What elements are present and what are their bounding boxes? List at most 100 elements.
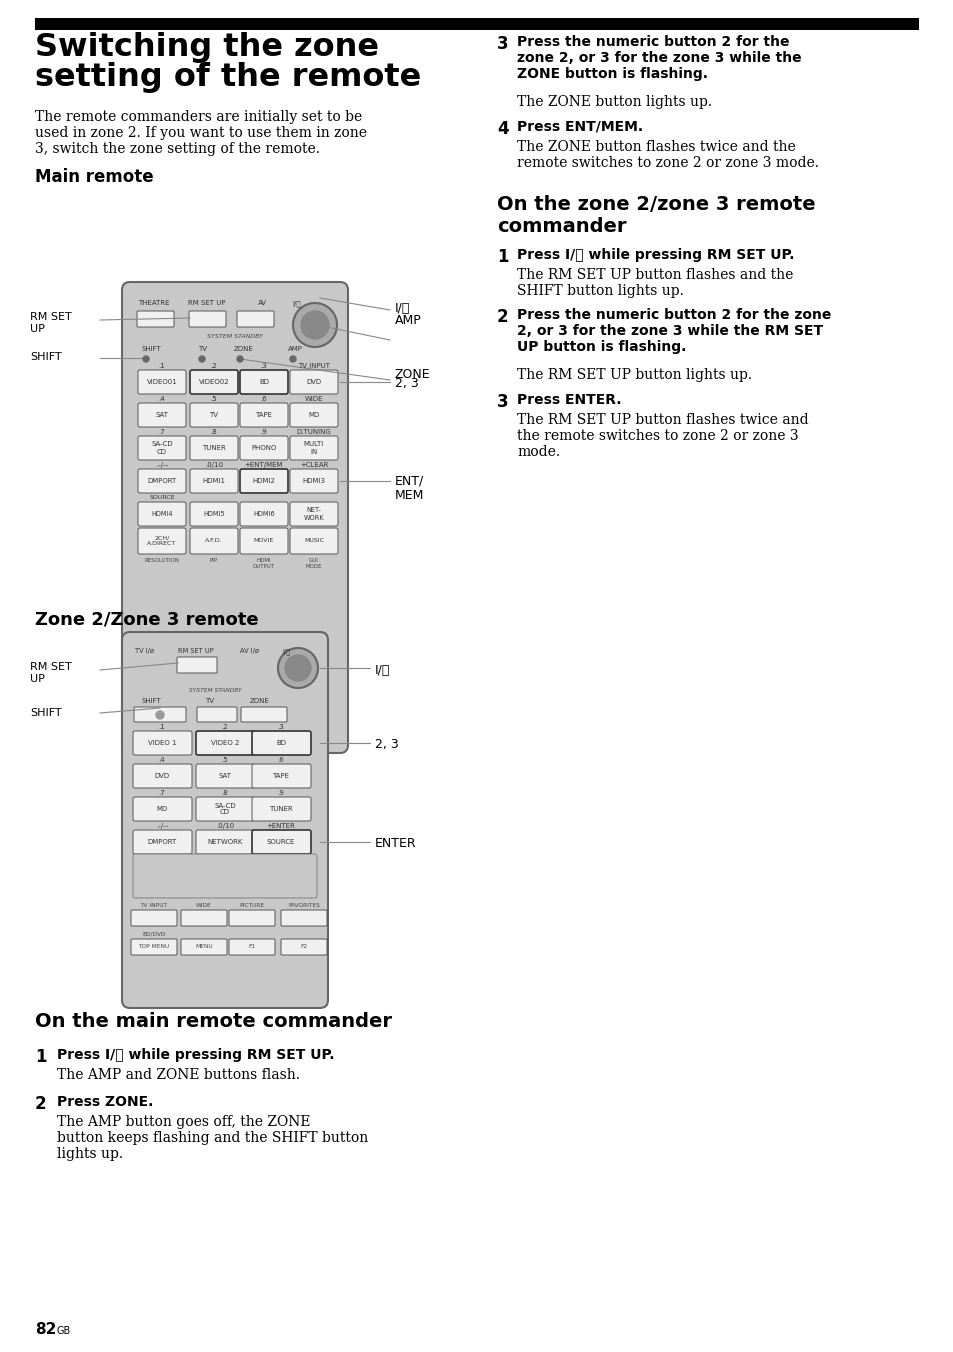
Text: HDMI3: HDMI3: [302, 479, 325, 484]
Circle shape: [143, 356, 149, 362]
FancyBboxPatch shape: [240, 370, 288, 393]
Text: Press ENTER.: Press ENTER.: [517, 393, 620, 407]
FancyBboxPatch shape: [137, 311, 173, 327]
FancyBboxPatch shape: [236, 311, 274, 327]
FancyBboxPatch shape: [195, 764, 254, 788]
FancyBboxPatch shape: [190, 370, 237, 393]
Text: ZONE: ZONE: [395, 369, 430, 381]
Text: AMP: AMP: [395, 314, 421, 326]
Text: Press I/⏻ while pressing RM SET UP.: Press I/⏻ while pressing RM SET UP.: [517, 247, 794, 262]
Text: TOP MENU: TOP MENU: [138, 945, 170, 949]
Text: 2, 3: 2, 3: [395, 377, 418, 389]
Text: .1: .1: [158, 362, 165, 369]
Text: F2: F2: [300, 945, 307, 949]
Text: ENT/
MEM: ENT/ MEM: [395, 475, 424, 502]
Text: Press I/⏻ while pressing RM SET UP.: Press I/⏻ while pressing RM SET UP.: [57, 1048, 335, 1063]
Text: HDMI2: HDMI2: [253, 479, 275, 484]
Text: .5: .5: [211, 396, 217, 402]
Text: On the main remote commander: On the main remote commander: [35, 1013, 392, 1032]
Text: WIDE: WIDE: [304, 396, 323, 402]
Text: Press the numeric button 2 for the
zone 2, or 3 for the zone 3 while the
ZONE bu: Press the numeric button 2 for the zone …: [517, 35, 801, 81]
Text: Switching the zone: Switching the zone: [35, 32, 378, 64]
FancyBboxPatch shape: [196, 707, 236, 722]
Text: TUNER: TUNER: [269, 806, 293, 813]
FancyBboxPatch shape: [131, 910, 177, 926]
Text: .9: .9: [277, 790, 284, 796]
FancyBboxPatch shape: [181, 910, 227, 926]
FancyBboxPatch shape: [132, 854, 316, 898]
Text: The RM SET UP button lights up.: The RM SET UP button lights up.: [517, 368, 751, 383]
Text: SHIFT: SHIFT: [142, 698, 162, 704]
Text: 3: 3: [497, 35, 508, 53]
Text: SAT: SAT: [155, 412, 169, 418]
FancyBboxPatch shape: [252, 764, 311, 788]
FancyBboxPatch shape: [195, 796, 254, 821]
Text: 2CH/
A.DIRECT: 2CH/ A.DIRECT: [147, 535, 176, 546]
Text: A.F.D.: A.F.D.: [205, 538, 223, 544]
Text: SHIFT: SHIFT: [142, 346, 162, 352]
FancyBboxPatch shape: [122, 631, 328, 1009]
FancyBboxPatch shape: [240, 403, 288, 427]
Text: SA-CD
CD: SA-CD CD: [214, 803, 235, 815]
FancyBboxPatch shape: [190, 469, 237, 493]
Text: 2: 2: [497, 308, 508, 326]
Text: AV: AV: [257, 300, 267, 306]
Text: RM SET UP: RM SET UP: [178, 648, 213, 654]
Text: TV: TV: [205, 698, 213, 704]
Text: Press ZONE.: Press ZONE.: [57, 1095, 153, 1109]
Text: 1: 1: [35, 1048, 47, 1065]
Text: The ZONE button flashes twice and the
remote switches to zone 2 or zone 3 mode.: The ZONE button flashes twice and the re…: [517, 141, 818, 170]
FancyBboxPatch shape: [190, 403, 237, 427]
Text: PIP: PIP: [210, 558, 218, 562]
Text: ZONE: ZONE: [250, 698, 270, 704]
FancyBboxPatch shape: [190, 435, 237, 460]
Text: SOURCE: SOURCE: [149, 495, 174, 500]
Circle shape: [277, 648, 317, 688]
Text: BD/DVD: BD/DVD: [142, 932, 166, 937]
FancyBboxPatch shape: [241, 707, 287, 722]
FancyBboxPatch shape: [138, 370, 186, 393]
Text: VIDEO02: VIDEO02: [198, 379, 229, 385]
Text: .3: .3: [277, 725, 284, 730]
Text: 3: 3: [497, 393, 508, 411]
FancyBboxPatch shape: [132, 796, 192, 821]
Text: F1: F1: [248, 945, 255, 949]
Text: setting of the remote: setting of the remote: [35, 62, 421, 93]
FancyBboxPatch shape: [281, 910, 327, 926]
Text: The AMP and ZONE buttons flash.: The AMP and ZONE buttons flash.: [57, 1068, 299, 1082]
Text: .9: .9: [260, 429, 267, 435]
FancyBboxPatch shape: [240, 502, 288, 526]
Text: .-/--: .-/--: [155, 462, 168, 468]
Circle shape: [156, 711, 164, 719]
Text: .0/10: .0/10: [205, 462, 223, 468]
Text: The remote commanders are initially set to be
used in zone 2. If you want to use: The remote commanders are initially set …: [35, 110, 367, 157]
FancyBboxPatch shape: [240, 435, 288, 460]
FancyBboxPatch shape: [229, 910, 274, 926]
FancyBboxPatch shape: [290, 469, 337, 493]
Text: DMPORT: DMPORT: [147, 840, 176, 845]
Text: GUI
MODE: GUI MODE: [305, 558, 322, 569]
FancyBboxPatch shape: [190, 502, 237, 526]
Text: MOVIE: MOVIE: [253, 538, 274, 544]
Text: .3: .3: [260, 362, 267, 369]
Text: On the zone 2/zone 3 remote
commander: On the zone 2/zone 3 remote commander: [497, 195, 815, 237]
Text: The ZONE button lights up.: The ZONE button lights up.: [517, 95, 711, 110]
FancyBboxPatch shape: [290, 435, 337, 460]
Text: TV: TV: [198, 346, 207, 352]
Text: TUNER: TUNER: [202, 445, 226, 452]
Text: AMP: AMP: [288, 346, 302, 352]
Text: TV: TV: [210, 412, 218, 418]
Text: HDMI6: HDMI6: [253, 511, 274, 516]
Text: FAVORITES: FAVORITES: [288, 903, 319, 909]
Text: .-/--: .-/--: [155, 823, 168, 829]
FancyBboxPatch shape: [131, 940, 177, 955]
Circle shape: [290, 356, 295, 362]
Circle shape: [301, 311, 329, 339]
Text: TAPE: TAPE: [255, 412, 273, 418]
Text: BD: BD: [258, 379, 269, 385]
Text: VIDEO 1: VIDEO 1: [148, 740, 176, 746]
Text: HDMI
OUTPUT: HDMI OUTPUT: [253, 558, 274, 569]
Circle shape: [285, 654, 311, 681]
Text: .1: .1: [158, 725, 165, 730]
Text: VIDEO01: VIDEO01: [147, 379, 177, 385]
